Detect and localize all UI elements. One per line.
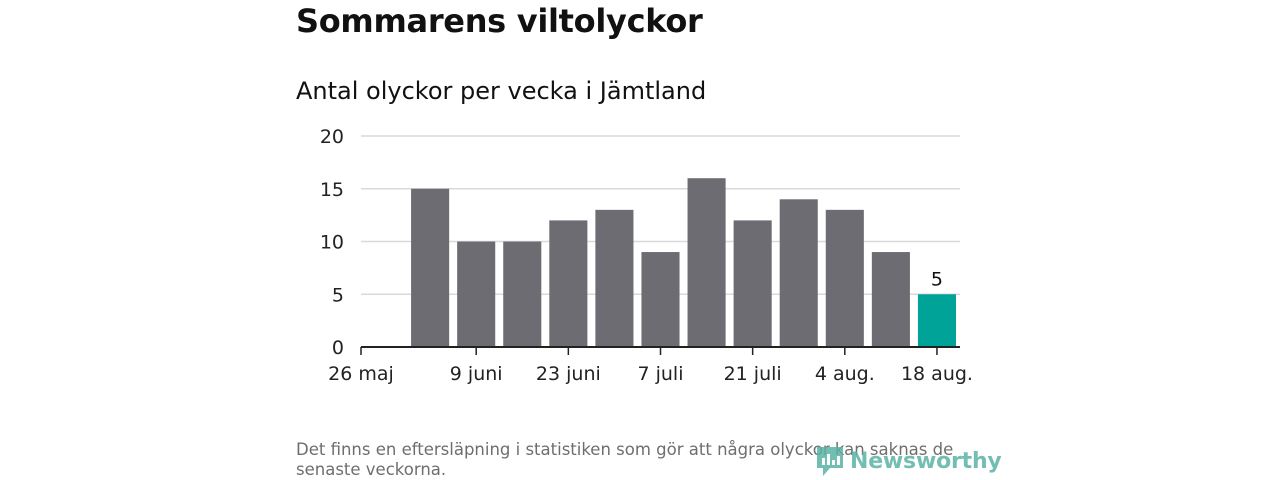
chart-title: Sommarens viltolyckor [296, 2, 703, 40]
x-tick-label: 18 aug. [901, 363, 973, 385]
y-tick-label: 0 [332, 337, 344, 359]
bar [871, 252, 910, 347]
x-tick-label: 9 juni [450, 363, 503, 385]
newsworthy-logo-icon [817, 447, 843, 476]
newsworthy-logo: Newsworthy [814, 444, 1002, 478]
data-label: 5 [931, 268, 943, 290]
bar [549, 220, 588, 347]
x-tick-label: 7 juli [637, 363, 683, 385]
newsworthy-logo-text: Newsworthy [850, 448, 1002, 474]
footnote: Det finns en eftersläpning i statistiken… [296, 440, 954, 479]
bar [733, 220, 772, 347]
y-tick-label: 10 [320, 232, 344, 254]
bar-chart: 0 5 10 15 20 5 26 maj 9 juni 23 juni 7 juli 21 jul… [320, 126, 973, 385]
x-tick-label: 4 aug. [815, 363, 875, 385]
bar [457, 241, 496, 347]
bar [917, 294, 956, 347]
y-tick-label: 5 [332, 284, 344, 306]
x-tick-label: 21 juli [724, 363, 782, 385]
x-tick-label: 26 maj [328, 363, 394, 385]
bar [779, 199, 818, 347]
bar [503, 241, 542, 347]
y-tick-label: 15 [320, 179, 344, 201]
x-tick-label: 23 juni [536, 363, 601, 385]
chart-subtitle: Antal olyckor per vecka i Jämtland [296, 77, 707, 105]
y-tick-label: 20 [320, 126, 344, 148]
bar [825, 209, 864, 347]
bar [641, 252, 680, 347]
bar [595, 209, 634, 347]
bar [411, 188, 450, 347]
bar [687, 178, 726, 347]
